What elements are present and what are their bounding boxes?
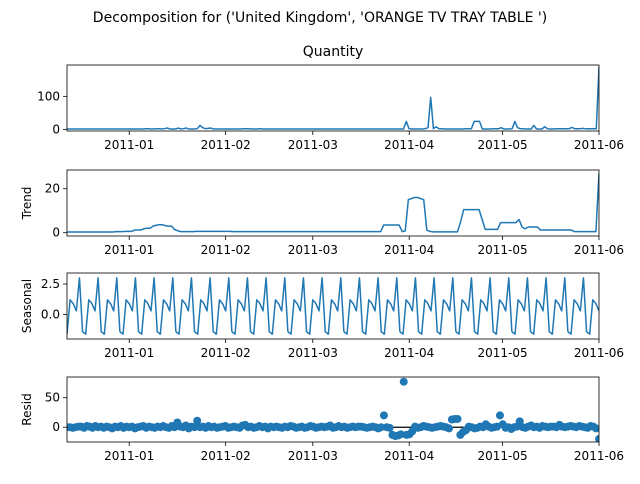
seasonal-y-tick-label: 0.0 — [41, 308, 60, 322]
seasonal-series-line — [67, 277, 599, 335]
quantity-x-tick-label: 2011-03 — [288, 138, 338, 152]
seasonal-x-tick-label: 2011-03 — [288, 346, 338, 360]
trend-x-tick-label: 2011-03 — [288, 243, 338, 257]
trend-x-tick-label: 2011-06 — [574, 243, 624, 257]
seasonal-y-tick-label: 2.5 — [41, 277, 60, 291]
quantity-y-tick-label: 100 — [37, 89, 60, 103]
seasonal-x-tick-label: 2011-06 — [574, 346, 624, 360]
resid-point — [193, 416, 202, 425]
trend-axes-frame — [66, 169, 600, 237]
quantity-panel: 2011-01 2011-02 2011-03 2011-04 2011-05 2011-… — [37, 44, 624, 152]
resid-x-tick-label: 2011-05 — [477, 449, 527, 463]
resid-x-tick-label: 2011-03 — [288, 449, 338, 463]
resid-x-tick-label: 2011-01 — [104, 449, 154, 463]
trend-series-line — [67, 173, 599, 233]
resid-y-tick-label: 0 — [52, 420, 60, 434]
resid-point — [453, 414, 462, 423]
trend-x-tick-label: 2011-04 — [384, 243, 434, 257]
trend-x-tick-label: 2011-05 — [477, 243, 527, 257]
seasonal-x-tick-label: 2011-02 — [201, 346, 251, 360]
figure-title: Decomposition for ('United Kingdom', 'OR… — [93, 10, 547, 26]
resid-y-tick-label: 50 — [45, 391, 60, 405]
trend-panel: 2011-01 2011-02 2011-03 2011-04 2011-05 2011-… — [20, 169, 624, 257]
quantity-x-tick-label: 2011-06 — [574, 138, 624, 152]
quantity-panel-title: Quantity — [303, 44, 364, 60]
seasonal-axes-frame — [66, 272, 600, 340]
quantity-x-tick-label: 2011-04 — [384, 138, 434, 152]
resid-x-tick-label: 2011-02 — [201, 449, 251, 463]
trend-y-tick-label: 20 — [45, 182, 60, 196]
seasonal-panel: 2011-01 2011-02 2011-03 2011-04 2011-05 2011-… — [20, 272, 624, 360]
quantity-y-tick-label: 0 — [52, 122, 60, 136]
resid-x-tick-label: 2011-06 — [574, 449, 624, 463]
resid-point — [379, 411, 388, 420]
quantity-x-tick-label: 2011-01 — [104, 138, 154, 152]
resid-point — [399, 377, 408, 386]
resid-point — [592, 424, 599, 433]
resid-x-tick-label: 2011-04 — [384, 449, 434, 463]
resid-point — [445, 424, 454, 433]
quantity-x-tick-label: 2011-02 — [201, 138, 251, 152]
seasonal-x-tick-label: 2011-05 — [477, 346, 527, 360]
trend-y-tick-label: 0 — [52, 226, 60, 240]
trend-y-axis-label: Trend — [20, 187, 34, 221]
quantity-axes-frame — [66, 64, 600, 132]
trend-x-tick-label: 2011-02 — [201, 243, 251, 257]
resid-y-axis-label: Resid — [20, 393, 34, 425]
quantity-series-line — [67, 66, 599, 130]
resid-point — [595, 435, 599, 442]
resid-axes-frame — [66, 376, 600, 443]
resid-points — [67, 377, 599, 442]
quantity-x-tick-label: 2011-05 — [477, 138, 527, 152]
seasonal-x-tick-label: 2011-01 — [104, 346, 154, 360]
seasonal-y-axis-label: Seasonal — [20, 279, 34, 333]
resid-point — [190, 423, 199, 432]
trend-x-tick-label: 2011-01 — [104, 243, 154, 257]
resid-point — [495, 411, 504, 420]
resid-point — [377, 423, 386, 432]
seasonal-x-tick-label: 2011-04 — [384, 346, 434, 360]
resid-point — [385, 423, 394, 432]
resid-panel: 2011-01 2011-02 2011-03 2011-04 2011-05 2011-… — [20, 376, 624, 463]
